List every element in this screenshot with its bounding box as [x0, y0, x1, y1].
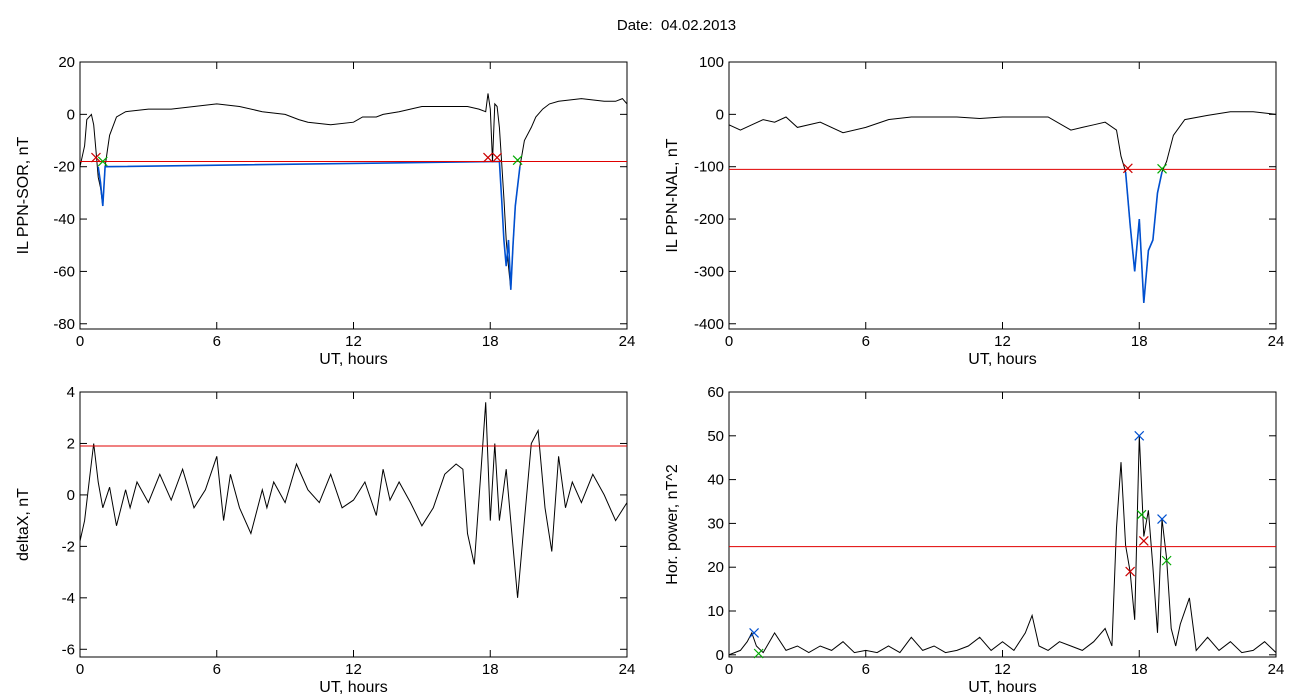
x-tick-label: 18 — [1131, 661, 1148, 678]
x-tick-label: 24 — [619, 661, 636, 678]
event-marker — [1138, 536, 1149, 546]
series-line — [80, 93, 627, 290]
event-marker — [483, 152, 493, 163]
event-marker — [749, 627, 759, 638]
y-axis-label: Hor. power, nT^2 — [664, 464, 681, 585]
x-axis-label: UT, hours — [319, 351, 387, 368]
y-tick-label: -300 — [694, 263, 724, 280]
x-axis-label: UT, hours — [968, 679, 1036, 696]
series-line — [1124, 171, 1163, 303]
y-tick-label: -400 — [694, 316, 724, 333]
y-tick-label: 0 — [67, 106, 75, 123]
y-tick-label: -100 — [694, 159, 724, 176]
y-tick-label: -20 — [53, 159, 75, 176]
event-marker — [492, 152, 503, 163]
plot-frame — [728, 61, 1277, 330]
event-marker — [1125, 566, 1136, 577]
y-tick-label: 20 — [58, 54, 75, 71]
x-tick-label: 0 — [725, 333, 733, 350]
y-tick-label: 0 — [67, 487, 75, 504]
y-tick-label: -4 — [62, 590, 75, 607]
series-line — [80, 402, 627, 598]
y-tick-label: 40 — [707, 472, 724, 489]
plot-frame — [79, 61, 628, 330]
x-tick-label: 6 — [862, 333, 870, 350]
x-tick-label: 24 — [1268, 661, 1285, 678]
y-tick-label: 50 — [707, 428, 724, 445]
x-tick-label: 24 — [619, 333, 636, 350]
x-tick-label: 0 — [76, 333, 84, 350]
x-tick-label: 18 — [482, 661, 499, 678]
x-tick-label: 12 — [994, 333, 1011, 350]
event-marker — [1157, 514, 1167, 524]
y-tick-label: 20 — [707, 559, 724, 576]
x-tick-label: 0 — [76, 661, 84, 678]
plot-frame — [79, 391, 628, 658]
x-tick-label: 12 — [345, 333, 362, 350]
x-axis-label: UT, hours — [319, 679, 387, 696]
x-tick-label: 6 — [213, 661, 221, 678]
y-tick-label: 60 — [707, 384, 724, 401]
event-marker — [1136, 509, 1147, 520]
y-tick-label: 10 — [707, 603, 724, 620]
event-marker — [97, 156, 108, 167]
event-marker — [753, 648, 764, 659]
y-tick-label: -200 — [694, 211, 724, 228]
x-tick-label: 24 — [1268, 333, 1285, 350]
x-tick-label: 6 — [213, 333, 221, 350]
panel-ppn-sor: 0 6 12 18 24 -80 -60 -40 -20 0 20 UT, hours IL PPN-S… — [15, 54, 635, 368]
y-tick-label: 2 — [67, 435, 75, 452]
y-tick-label: 30 — [707, 515, 724, 532]
series-line — [729, 111, 1276, 303]
y-tick-label: 0 — [716, 647, 724, 664]
plot-frame — [728, 391, 1277, 658]
event-marker — [91, 152, 101, 163]
event-marker — [1161, 555, 1172, 566]
event-marker — [512, 155, 523, 166]
x-tick-label: 18 — [1131, 333, 1148, 350]
series-line — [97, 160, 521, 290]
y-tick-label: -60 — [53, 263, 75, 280]
y-axis-label: IL PPN-SOR, nT — [15, 136, 32, 254]
x-axis-label: UT, hours — [968, 351, 1036, 368]
y-axis-label: IL PPN-NAL, nT — [664, 138, 681, 252]
page-title: Date: 04.02.2013 — [616, 17, 737, 34]
y-tick-label: 0 — [716, 106, 724, 123]
panel-ppn-nal: 0 6 12 18 24 -400 -300 -200 -100 0 100 UT, hours IL … — [664, 54, 1284, 368]
y-tick-label: 100 — [699, 54, 724, 71]
y-tick-label: -80 — [53, 316, 75, 333]
panel-horizontal-power: 0 6 12 18 24 0 10 20 30 40 50 60 UT, hours Hor. power… — [664, 384, 1284, 696]
x-tick-label: 18 — [482, 333, 499, 350]
y-axis-label: deltaX, nT — [15, 488, 32, 561]
y-tick-label: -2 — [62, 538, 75, 555]
x-tick-label: 0 — [725, 661, 733, 678]
y-tick-label: 4 — [67, 384, 75, 401]
x-tick-label: 12 — [994, 661, 1011, 678]
y-tick-label: -6 — [62, 641, 75, 658]
y-tick-label: -40 — [53, 211, 75, 228]
event-marker — [1134, 430, 1145, 441]
event-marker — [1157, 163, 1167, 174]
x-tick-label: 6 — [862, 661, 870, 678]
series-line — [729, 435, 1276, 656]
x-tick-label: 12 — [345, 661, 362, 678]
event-marker — [1122, 163, 1133, 174]
